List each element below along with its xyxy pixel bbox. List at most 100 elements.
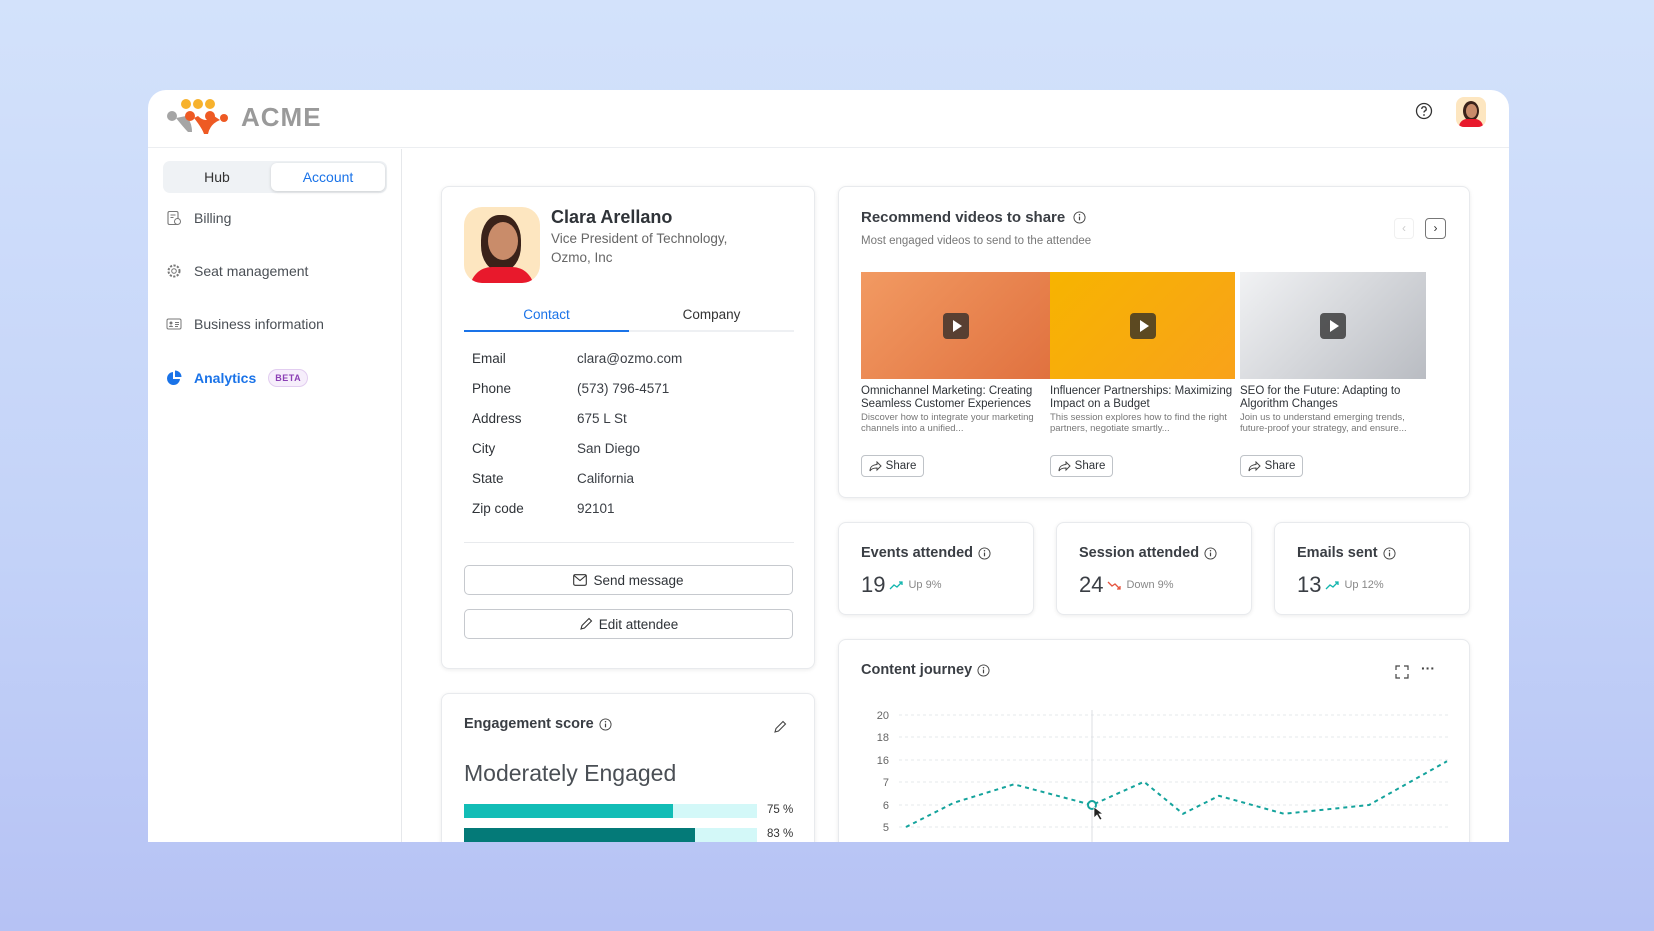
engagement-bar-track: [464, 804, 757, 818]
trend-down-icon: [1108, 581, 1122, 590]
field-value: 675 L St: [577, 411, 627, 426]
sidebar-item-billing[interactable]: Billing: [166, 210, 231, 226]
send-message-button[interactable]: Send message: [464, 565, 793, 595]
engagement-bar-fill: [464, 804, 673, 818]
edit-attendee-button[interactable]: Edit attendee: [464, 609, 793, 639]
stat-change: Up 12%: [1344, 579, 1384, 591]
sidebar-item-seat-management[interactable]: Seat management: [166, 263, 308, 279]
y-tick-label: 20: [877, 710, 889, 722]
stat-title: Session attended: [1079, 545, 1200, 561]
profile-tabs: Contact Company: [464, 302, 794, 332]
stat-title: Emails sent: [1297, 545, 1378, 561]
info-icon[interactable]: [1073, 211, 1086, 224]
top-header: ACME: [148, 90, 1509, 148]
help-icon[interactable]: [1415, 102, 1433, 120]
sidebar-item-label: Billing: [194, 210, 232, 226]
field-label: Phone: [472, 381, 512, 396]
beta-badge: BETA: [268, 369, 309, 387]
share-button[interactable]: Share: [1240, 455, 1303, 477]
sidebar-item-label: Seat management: [194, 263, 309, 279]
share-icon: [869, 460, 882, 471]
video-title[interactable]: SEO for the Future: Adapting to Algorith…: [1240, 385, 1401, 410]
attendee-company: Ozmo, Inc: [551, 250, 613, 265]
y-tick-label: 16: [877, 755, 889, 767]
engagement-bar-label: 75 %: [767, 804, 794, 816]
segment-account[interactable]: Account: [271, 163, 385, 191]
user-avatar[interactable]: [1456, 97, 1486, 127]
share-button[interactable]: Share: [1050, 455, 1113, 477]
video-thumbnail[interactable]: [861, 272, 1051, 379]
field-value: (573) 796-4571: [577, 381, 670, 396]
share-icon: [1058, 460, 1071, 471]
pencil-icon: [579, 617, 592, 630]
info-icon[interactable]: [1383, 546, 1396, 560]
video-title[interactable]: Omnichannel Marketing: Creating Seamless…: [861, 385, 1033, 410]
stat-change: Up 9%: [908, 579, 942, 591]
segment-hub[interactable]: Hub: [204, 169, 230, 185]
stat-card-events-attended: Events attended 19 Up 9%: [838, 522, 1034, 615]
engagement-bar-label: 83 %: [767, 828, 794, 840]
engagement-title: Engagement score: [464, 716, 594, 732]
sidebar-item-analytics[interactable]: Analytics BETA: [166, 369, 309, 387]
expand-icon[interactable]: [1395, 665, 1409, 679]
video-thumbnail[interactable]: [1240, 272, 1426, 379]
edit-attendee-label: Edit attendee: [598, 616, 679, 632]
stat-title: Events attended: [861, 545, 973, 561]
field-label: City: [472, 441, 496, 456]
play-icon[interactable]: [1320, 312, 1346, 339]
info-icon[interactable]: [599, 717, 612, 731]
info-icon[interactable]: [978, 546, 991, 560]
divider: [464, 542, 794, 543]
attendee-profile-card: Clara Arellano Vice President of Technol…: [441, 186, 815, 669]
stat-card-emails-sent: Emails sent 13 Up 12%: [1274, 522, 1470, 615]
field-row-city: City San Diego: [472, 441, 640, 456]
field-row-email: Email clara@ozmo.com: [472, 351, 682, 366]
play-icon[interactable]: [1129, 312, 1156, 339]
stat-value: 24: [1079, 572, 1104, 597]
field-label: Email: [472, 351, 506, 366]
trend-up-icon: [890, 580, 904, 589]
recommended-videos-card: Recommend videos to share Most engaged v…: [838, 186, 1470, 498]
brand-name: ACME: [241, 102, 322, 132]
share-label: Share: [1264, 460, 1296, 472]
content-journey-chart: 20 18 16 7 6 5: [877, 710, 1449, 842]
video-title[interactable]: Influencer Partnerships: Maximizing Impa…: [1050, 385, 1233, 410]
field-row-phone: Phone (573) 796-4571: [472, 381, 669, 396]
sidebar: Hub Account Billing Seat management Busi…: [148, 149, 402, 842]
sidebar-item-business-information[interactable]: Business information: [166, 316, 324, 332]
app-window: ACME Hub Account Billing Seat management…: [148, 90, 1509, 842]
tab-company[interactable]: Company: [682, 307, 741, 322]
cursor-icon: [1093, 806, 1105, 821]
field-row-state: State California: [472, 471, 634, 486]
video-description: Discover how to integrate your marketing…: [861, 412, 1034, 434]
engagement-score-card: Engagement score Moderately Engaged 75 %…: [441, 693, 815, 842]
field-label: State: [472, 471, 504, 486]
play-icon[interactable]: [943, 312, 969, 339]
field-label: Address: [472, 411, 522, 426]
next-button[interactable]: ›: [1425, 218, 1446, 239]
stat-value: 13: [1297, 572, 1322, 597]
attendee-name: Clara Arellano: [551, 207, 673, 227]
acme-logo: [167, 99, 228, 134]
field-row-address: Address 675 L St: [472, 411, 627, 426]
more-options-button[interactable]: ···: [1421, 660, 1435, 676]
videos-title: Recommend videos to share: [861, 209, 1066, 226]
id-card-icon: [166, 318, 182, 330]
engagement-bar-fill: [464, 828, 696, 842]
share-icon: [1248, 460, 1261, 471]
stat-card-session-attended: Session attended 24 Down 9%: [1056, 522, 1252, 615]
tab-contact[interactable]: Contact: [464, 302, 629, 332]
prev-button[interactable]: ‹: [1394, 218, 1414, 239]
video-thumbnail[interactable]: [1050, 272, 1235, 379]
y-tick-label: 7: [883, 777, 889, 789]
trend-up-icon: [1326, 580, 1340, 589]
edit-pencil-icon[interactable]: [773, 720, 787, 734]
sidebar-item-label: Analytics: [194, 370, 257, 386]
mail-icon: [573, 574, 588, 586]
info-icon[interactable]: [977, 663, 990, 677]
sidebar-item-label: Business information: [194, 316, 324, 332]
field-value: clara@ozmo.com: [577, 351, 683, 366]
info-icon[interactable]: [1204, 546, 1217, 560]
share-button[interactable]: Share: [861, 455, 924, 477]
chart-title: Content journey: [861, 662, 973, 678]
